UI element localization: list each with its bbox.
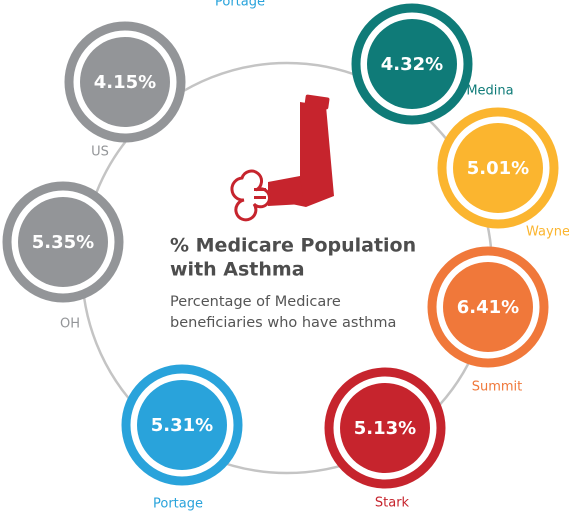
badge-disc: [137, 380, 227, 470]
badge-label: Wayne: [526, 225, 569, 240]
subtitle: Percentage of Medicare: [170, 294, 341, 310]
badge-label: Medina: [466, 84, 513, 99]
badge-value: 5.13%: [354, 418, 416, 439]
badge-value: 6.41%: [457, 297, 519, 318]
title: with Asthma: [170, 259, 305, 281]
badge-value: 4.32%: [381, 54, 443, 75]
inhaler-icon: [230, 94, 334, 222]
badge-disc: [18, 197, 108, 287]
badge-disc: [443, 262, 533, 352]
badge-label: OH: [60, 317, 80, 332]
badge-disc: [453, 123, 543, 213]
badge-label: Summit: [472, 380, 523, 395]
subtitle: beneficiaries who have asthma: [170, 315, 396, 331]
top-label: Portage: [215, 0, 265, 10]
badge-disc: [367, 19, 457, 109]
badge-label: US: [91, 145, 109, 160]
title: % Medicare Population: [170, 235, 416, 257]
badge-disc: [80, 37, 170, 127]
badge-value: 5.35%: [32, 232, 94, 253]
badge-label: Portage: [153, 497, 203, 512]
badge-value: 5.01%: [467, 158, 529, 179]
badge-disc: [340, 383, 430, 473]
badge-label: Stark: [375, 496, 410, 511]
badge-value: 4.15%: [94, 72, 156, 93]
badge-value: 5.31%: [151, 415, 213, 436]
